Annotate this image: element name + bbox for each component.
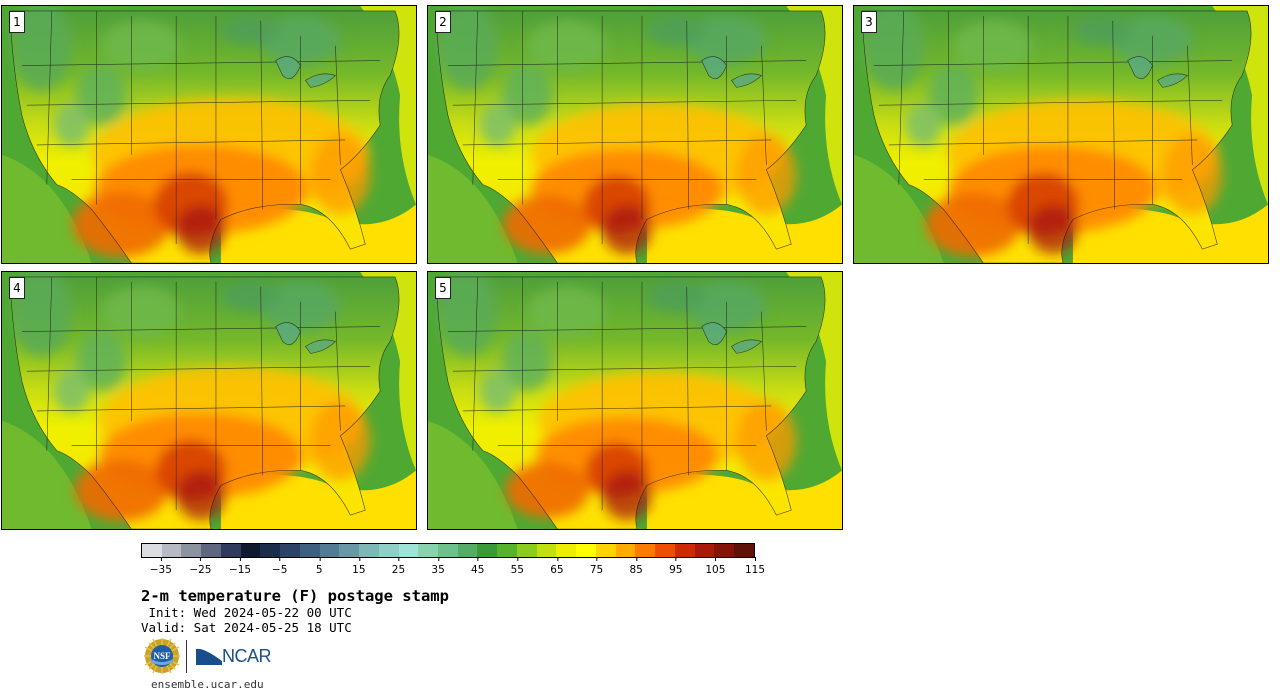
nsf-logo-text: NSF: [153, 651, 171, 661]
postage-stamp-panel-3: 3: [853, 5, 1269, 264]
panel-number: 5: [435, 277, 451, 299]
postage-stamp-panel-2: 2: [427, 5, 843, 264]
colorbar-segment: [378, 544, 399, 557]
colorbar-tick-label: 15: [352, 557, 366, 576]
colorbar-tick-label: −15: [229, 557, 251, 576]
colorbar-segment: [280, 544, 300, 557]
temperature-map: [854, 6, 1268, 263]
init-time: Init: Wed 2024-05-22 00 UTC: [141, 605, 352, 620]
colorbar-segment: [734, 544, 754, 557]
colorbar-segment: [319, 544, 340, 557]
colorbar-tick-label: −35: [150, 557, 172, 576]
colorbar-segment: [714, 544, 735, 557]
colorbar-tick-label: 75: [590, 557, 603, 576]
colorbar-segment: [418, 544, 439, 557]
colorbar-segment: [220, 544, 241, 557]
colorbar-segment: [181, 544, 202, 557]
colorbar-segment: [655, 544, 675, 557]
ncar-logo: NCAR: [196, 645, 272, 667]
colorbar-segment: [615, 544, 636, 557]
postage-stamp-panel-5: 5: [427, 271, 843, 530]
temperature-map: [2, 272, 416, 529]
nsf-logo-icon: NSF: [144, 638, 180, 674]
colorbar-segment: [576, 544, 596, 557]
colorbar-segment: [299, 544, 320, 557]
colorbar-segment: [359, 544, 379, 557]
postage-stamp-panel-1: 1: [1, 5, 417, 264]
colorbar-tick-label: 35: [431, 557, 445, 576]
colorbar-segment: [674, 544, 695, 557]
colorbar-segment: [694, 544, 715, 557]
temperature-map: [428, 272, 842, 529]
ncar-logo-text: NCAR: [222, 645, 272, 666]
colorbar-segment: [595, 544, 616, 557]
colorbar-tick-labels: −35 −25 −15 −5 5 15 25 35 45 55 65 75 85 95 105 115: [141, 557, 765, 578]
colorbar-segment: [457, 544, 478, 557]
panel-number: 4: [9, 277, 25, 299]
colorbar-segment: [161, 544, 182, 557]
colorbar-segment: [260, 544, 281, 557]
figure-title: 2-m temperature (F) postage stamp: [141, 587, 449, 605]
colorbar-segment: [516, 544, 537, 557]
colorbar-tick-label: 5: [316, 557, 323, 576]
colorbar-segment: [240, 544, 261, 557]
temperature-map: [2, 6, 416, 263]
colorbar-tick-label: 105: [705, 557, 725, 576]
logo-separator: [186, 639, 187, 673]
temperature-colorbar: [141, 543, 755, 558]
postage-stamp-panel-4: 4: [1, 271, 417, 530]
logos: NSF NCAR: [144, 638, 272, 674]
colorbar-tick-label: 95: [669, 557, 682, 576]
panel-number: 1: [9, 11, 25, 33]
temperature-map: [428, 6, 842, 263]
colorbar-segment: [201, 544, 221, 557]
colorbar-tick-label: 25: [392, 557, 405, 576]
colorbar-segment: [142, 544, 162, 557]
colorbar-tick-label: 85: [629, 557, 643, 576]
colorbar-tick-label: −25: [189, 557, 211, 576]
colorbar-segment: [497, 544, 517, 557]
website-url: ensemble.ucar.edu: [151, 678, 264, 691]
valid-time: Valid: Sat 2024-05-25 18 UTC: [141, 620, 352, 635]
colorbar-segment: [438, 544, 458, 557]
colorbar-tick-label: 65: [550, 557, 564, 576]
colorbar-tick-label: 45: [471, 557, 484, 576]
panel-number: 2: [435, 11, 451, 33]
colorbar-tick-label: 55: [511, 557, 524, 576]
colorbar-segment: [398, 544, 419, 557]
colorbar-segment: [635, 544, 656, 557]
colorbar-segment: [339, 544, 360, 557]
colorbar-segment: [556, 544, 577, 557]
colorbar-tick-label: 115: [745, 557, 765, 576]
colorbar-segment: [536, 544, 557, 557]
colorbar-segment: [477, 544, 498, 557]
ncar-mountain-icon: [196, 646, 222, 665]
colorbar-tick-label: −5: [272, 557, 287, 576]
panel-number: 3: [861, 11, 877, 33]
